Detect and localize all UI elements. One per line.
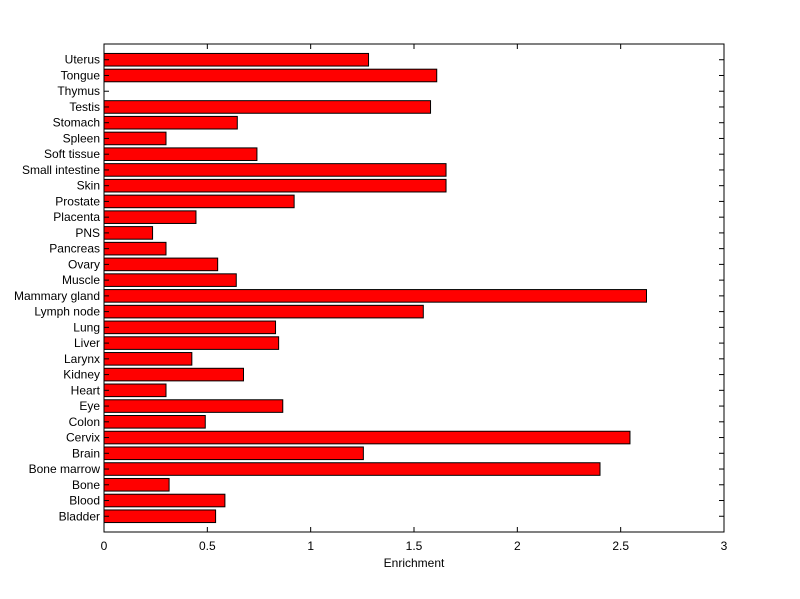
bar-ovary — [103, 257, 219, 272]
bar-prostate — [103, 194, 295, 209]
y-tick-label: Blood — [69, 494, 100, 508]
axis-ticks — [103, 44, 725, 532]
y-tick-label: Liver — [74, 336, 100, 350]
y-tick-label: Bladder — [59, 509, 100, 523]
y-tick-label: Testis — [69, 100, 100, 114]
y-tick-label: Placenta — [53, 210, 100, 224]
bar-eye — [103, 399, 284, 413]
y-tick-label: Brain — [72, 446, 100, 460]
bar-testis — [103, 100, 432, 114]
y-tick-label: Colon — [69, 415, 100, 429]
x-tick-label: 1 — [307, 539, 314, 553]
y-tick-label: Heart — [71, 383, 101, 397]
y-tick-label: Larynx — [64, 352, 100, 366]
bar-colon — [103, 415, 206, 429]
bar-bone-marrow — [103, 462, 601, 476]
bar-heart — [103, 383, 167, 398]
x-tick-label: 2.5 — [612, 539, 629, 553]
bar-larynx — [103, 352, 193, 366]
bar-mammary-gland — [103, 289, 647, 303]
y-tick-label: Soft tissue — [44, 147, 100, 161]
y-tick-label: Tongue — [61, 68, 101, 82]
bar-brain — [103, 446, 364, 461]
bar-placenta — [103, 210, 197, 224]
bar-bone — [103, 477, 170, 492]
x-tick-label: 0.5 — [199, 539, 216, 553]
bar-bladder — [103, 509, 217, 524]
bar-soft-tissue — [103, 147, 258, 161]
x-axis-label: Enrichment — [384, 556, 445, 570]
bar-skin — [103, 178, 447, 193]
bar-pns — [103, 226, 154, 240]
y-tick-label: Bone — [72, 478, 100, 492]
bar-cervix — [103, 430, 631, 445]
y-tick-label: Lung — [73, 320, 100, 334]
y-tick-label: Lymph node — [34, 305, 100, 319]
y-tick-label: Cervix — [66, 431, 100, 445]
y-tick-label: Pancreas — [49, 242, 100, 256]
x-axis-tick-labels: 0 0.5 1 1.5 2 2.5 3 — [101, 539, 728, 553]
bar-kidney — [103, 367, 244, 382]
y-tick-label: Prostate — [55, 194, 100, 208]
y-tick-label: Thymus — [57, 84, 100, 98]
bar-tongue — [103, 68, 438, 83]
y-tick-label: Muscle — [62, 273, 100, 287]
y-tick-label: Spleen — [63, 131, 100, 145]
x-tick-label: 1.5 — [406, 539, 423, 553]
y-tick-label: Kidney — [63, 368, 100, 382]
bar-blood — [103, 493, 226, 508]
y-tick-label: Skin — [77, 179, 100, 193]
bars — [103, 52, 647, 524]
y-tick-label: Small intestine — [22, 163, 100, 177]
y-tick-label: Bone marrow — [29, 462, 101, 476]
bar-liver — [103, 336, 280, 350]
bar-small-intestine — [103, 163, 447, 177]
bar-spleen — [103, 131, 167, 146]
y-tick-label: Stomach — [53, 116, 100, 130]
bar-muscle — [103, 273, 237, 287]
x-tick-label: 0 — [101, 539, 108, 553]
x-tick-label: 3 — [721, 539, 728, 553]
bar-pancreas — [103, 241, 167, 256]
y-tick-label: Eye — [79, 399, 100, 413]
bar-stomach — [103, 115, 238, 130]
bar-lung — [103, 320, 277, 335]
y-tick-label: Ovary — [68, 257, 100, 271]
y-tick-label: Uterus — [65, 53, 100, 67]
y-tick-label: PNS — [75, 226, 100, 240]
bar-uterus — [103, 52, 370, 67]
y-tick-label: Mammary gland — [14, 289, 100, 303]
x-tick-label: 2 — [514, 539, 521, 553]
bar-lymph-node — [103, 304, 424, 319]
